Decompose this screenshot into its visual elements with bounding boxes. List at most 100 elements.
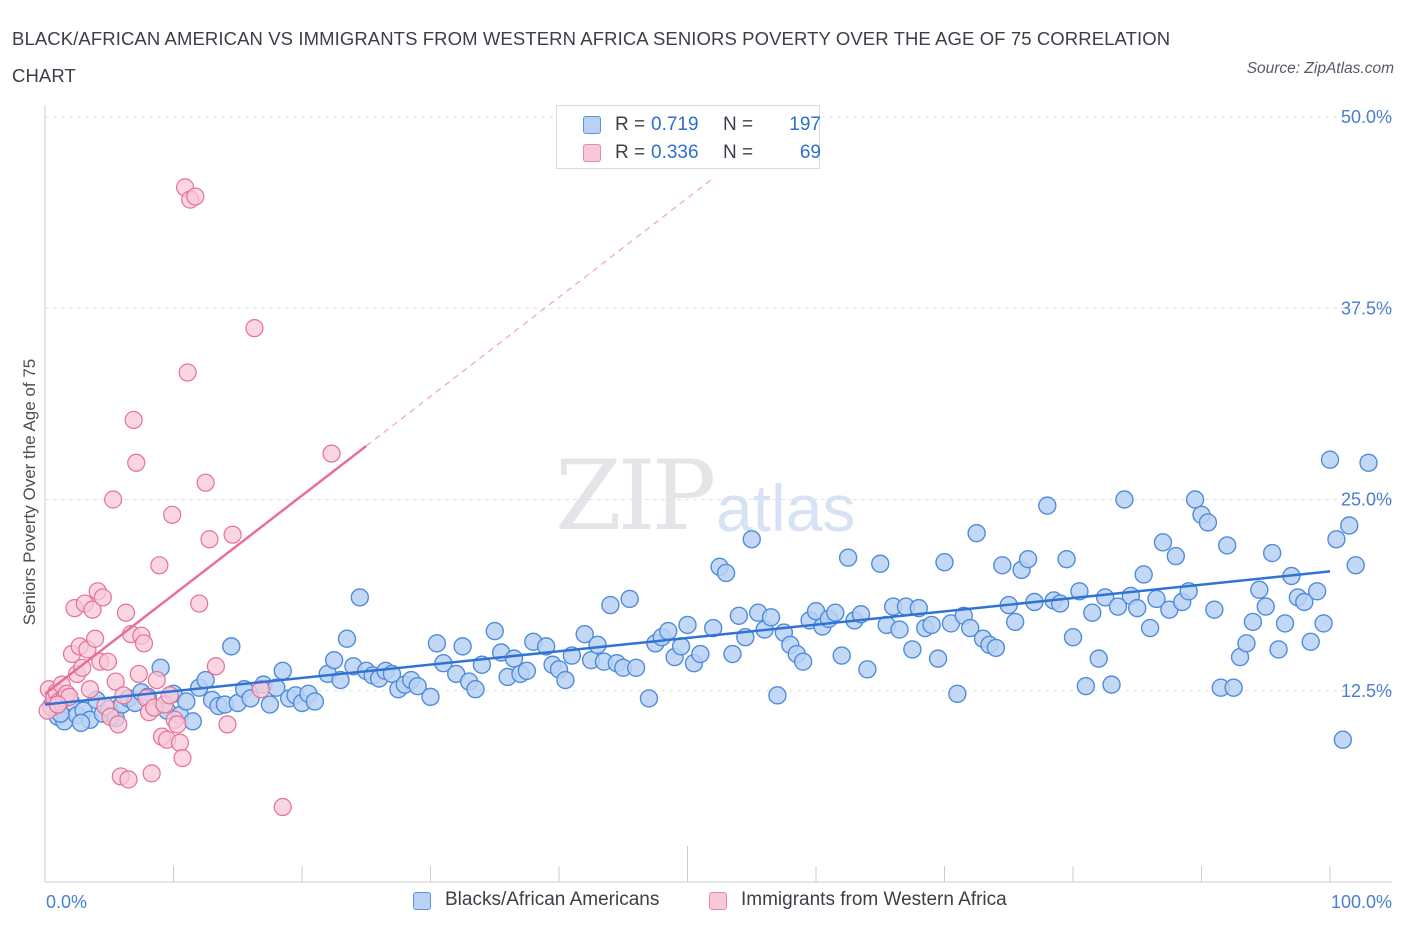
- blue-point: [1115, 490, 1134, 509]
- blue-point: [1237, 634, 1256, 653]
- blue-point: [1243, 612, 1263, 632]
- blue-point: [922, 615, 941, 635]
- blue-point: [1070, 582, 1089, 601]
- blue-trend-line: [44, 570, 1331, 706]
- legend-r-value: 0.719: [651, 114, 699, 135]
- trend-lines: [44, 177, 1331, 706]
- blue-point: [71, 713, 91, 733]
- blue-point: [967, 523, 986, 543]
- pink-point: [223, 525, 242, 544]
- blue-point: [858, 660, 877, 679]
- watermark-atlas: atlas: [716, 471, 856, 545]
- blue-point: [1128, 598, 1147, 618]
- blue-point: [993, 556, 1012, 575]
- blue-point: [1083, 603, 1102, 622]
- blue-point: [183, 712, 202, 731]
- pink-point: [163, 505, 182, 524]
- blue-point: [832, 646, 851, 665]
- legend-n-key: N =: [723, 142, 754, 163]
- blue-point: [1346, 556, 1365, 575]
- pink-point: [150, 556, 169, 575]
- blue-point: [331, 670, 350, 690]
- blue-point: [826, 603, 845, 622]
- blue-point: [678, 615, 697, 635]
- correlation-legend: R = 0.719 N = 197 R = 0.336 N = 69: [556, 105, 821, 169]
- legend-n-value: 69: [799, 142, 821, 163]
- blue-point: [350, 588, 370, 607]
- pink-point: [86, 629, 105, 648]
- blue-point: [517, 661, 537, 681]
- blue-point: [1076, 676, 1096, 696]
- blue-point: [1134, 565, 1153, 584]
- blue-point: [903, 640, 922, 659]
- chart-title: BLACK/AFRICAN AMERICAN VS IMMIGRANTS FRO…: [12, 28, 1171, 86]
- blue-point: [1340, 516, 1359, 535]
- blue-point: [1166, 546, 1186, 566]
- blue-point: [556, 670, 575, 690]
- blue-point: [485, 621, 504, 641]
- blue-point: [1224, 678, 1243, 697]
- pink-point: [168, 715, 187, 734]
- legend-n-key: N =: [723, 114, 754, 135]
- blue-point: [536, 637, 556, 656]
- pink-point: [129, 664, 148, 684]
- series-legend: Blacks/African Americans Immigrants from…: [0, 889, 1406, 915]
- pink-point: [98, 652, 118, 671]
- source-label: Source: ZipAtlas.com: [1246, 60, 1394, 77]
- blue-point: [588, 635, 607, 655]
- blue-point: [1301, 632, 1320, 651]
- legend-n-value: 197: [789, 114, 821, 135]
- blue-point: [1327, 530, 1346, 549]
- blue-point: [504, 649, 524, 668]
- blue-point: [1295, 592, 1314, 612]
- pink-point: [251, 680, 270, 699]
- pink-point: [178, 363, 197, 382]
- blue-point: [324, 650, 344, 670]
- pink-trend-dashed: [365, 177, 714, 447]
- legend-r-key: R =: [615, 142, 646, 163]
- blue-point: [890, 620, 909, 639]
- blue-point: [1262, 543, 1282, 563]
- pink-point: [93, 588, 112, 607]
- pink-point: [109, 715, 128, 734]
- legend-swatch-pink: [709, 892, 727, 910]
- pink-point: [322, 444, 341, 463]
- legend-swatch-blue: [413, 892, 431, 910]
- blue-point: [729, 606, 749, 625]
- data-points: [38, 178, 1378, 817]
- blue-point: [273, 661, 292, 681]
- tick-labels: 12.5% 25.0% 37.5% 50.0% 0.0% 100.0%: [46, 107, 1392, 912]
- blue-point: [961, 618, 980, 638]
- blue-point: [948, 684, 967, 704]
- blue-point: [1333, 730, 1353, 749]
- blue-point: [1269, 640, 1288, 659]
- blue-point: [177, 692, 196, 711]
- pink-point: [142, 764, 161, 783]
- blue-point: [1153, 533, 1173, 552]
- blue-point: [1057, 549, 1076, 569]
- pink-point: [160, 686, 179, 705]
- blue-point: [768, 686, 787, 705]
- blue-point: [1250, 580, 1269, 599]
- blue-point: [620, 589, 639, 609]
- blue-point: [691, 644, 710, 664]
- blue-point: [761, 608, 781, 627]
- blue-point: [1256, 597, 1275, 616]
- blue-point: [935, 553, 954, 572]
- legend-label: Immigrants from Western Africa: [741, 889, 1007, 910]
- blue-point: [626, 658, 646, 677]
- legend-swatch-blue: [583, 116, 601, 134]
- blue-point: [1102, 675, 1121, 694]
- blue-point: [1314, 614, 1333, 633]
- y-tick-label: 37.5%: [1341, 298, 1392, 318]
- blue-point: [659, 621, 678, 641]
- blue-point: [466, 680, 485, 699]
- legend-r-value: 0.336: [651, 142, 699, 163]
- pink-point: [186, 187, 205, 206]
- pink-point: [245, 319, 264, 338]
- pink-point: [273, 797, 292, 817]
- blue-point: [421, 687, 440, 707]
- blue-point: [453, 637, 472, 656]
- pink-point: [218, 715, 237, 734]
